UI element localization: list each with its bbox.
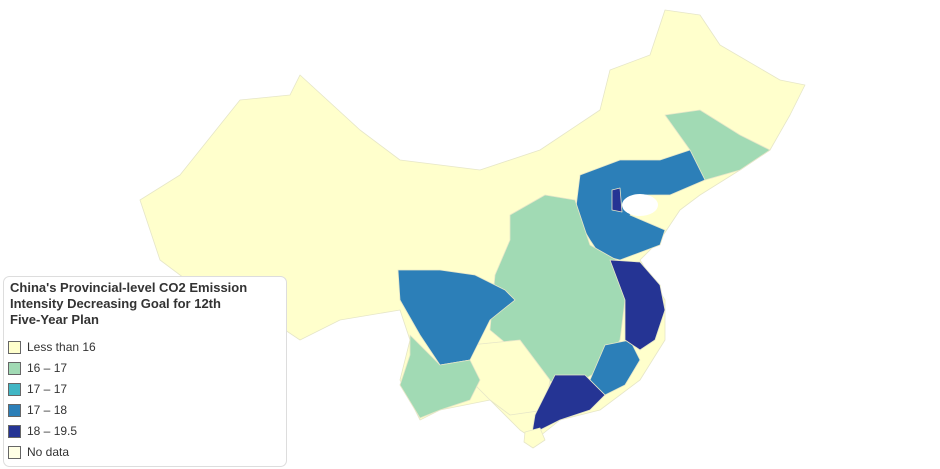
legend-title: Intensity Decreasing Goal for 12th: [10, 296, 221, 311]
legend-swatch: [8, 341, 21, 354]
legend-box: [3, 276, 287, 467]
provinces: [139, 9, 806, 449]
legend-label: 17 – 17: [27, 382, 67, 396]
legend-swatch: [8, 404, 21, 417]
province: [609, 259, 666, 351]
province: [574, 149, 706, 261]
province: [397, 269, 516, 366]
legend-label: Less than 16: [27, 340, 96, 354]
province: [523, 427, 546, 449]
bohai-sea: [622, 194, 658, 216]
legend: China's Provincial-level CO2 EmissionInt…: [8, 280, 247, 459]
legend-title: Five-Year Plan: [10, 312, 99, 327]
legend-swatch: [8, 446, 21, 459]
province: [399, 334, 481, 419]
legend-label: 18 – 19.5: [27, 424, 77, 438]
legend-title: China's Provincial-level CO2 Emission: [10, 280, 247, 295]
legend-label: 16 – 17: [27, 361, 67, 375]
legend-swatch: [8, 425, 21, 438]
legend-label: 17 – 18: [27, 403, 67, 417]
legend-swatch: [8, 383, 21, 396]
province: [529, 374, 606, 446]
legend-swatch: [8, 362, 21, 375]
province: [611, 187, 623, 213]
legend-label: No data: [27, 445, 69, 459]
